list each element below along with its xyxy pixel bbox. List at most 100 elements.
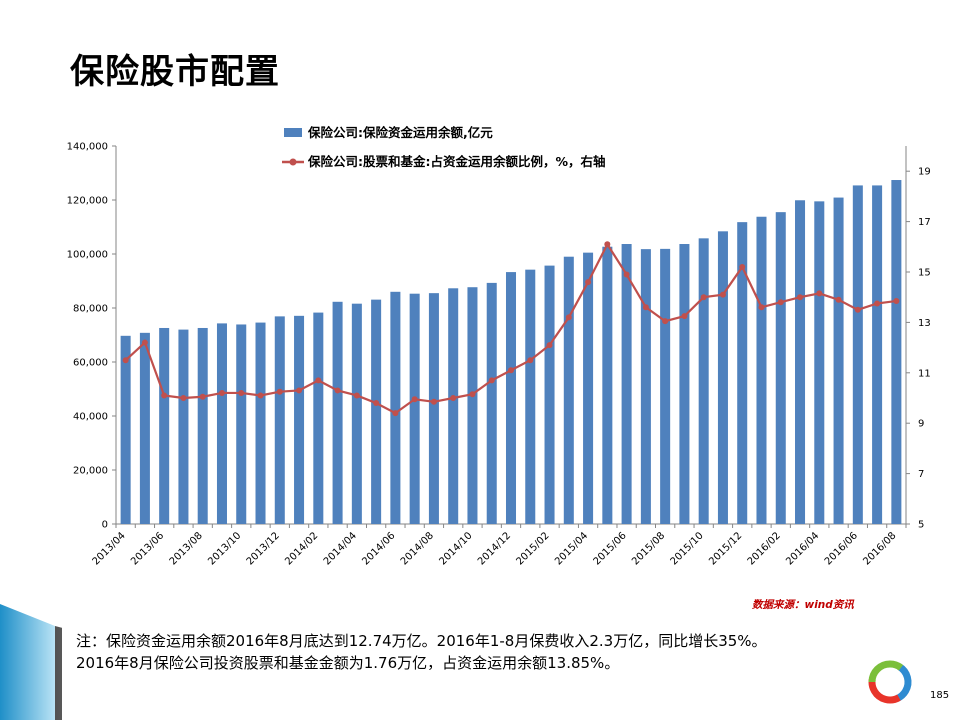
bar — [679, 244, 690, 524]
y-right-tick-label: 19 — [918, 167, 931, 178]
bar — [486, 282, 497, 524]
y-left-tick-label: 60,000 — [73, 358, 108, 369]
x-tick-label: 2016/02 — [746, 530, 783, 567]
line-point — [276, 388, 283, 395]
line-point — [161, 392, 168, 399]
line-point — [816, 290, 823, 297]
bar — [313, 312, 324, 524]
line-point — [546, 342, 553, 349]
line-point — [315, 377, 322, 384]
line-point — [700, 294, 707, 301]
page-number: 185 — [930, 690, 950, 701]
bar — [505, 272, 517, 524]
line-point — [893, 297, 900, 304]
page-title: 保险股市配置 — [70, 52, 280, 92]
note-line-1: 注：保险资金运用余额2016年8月底达到12.74万亿。2016年1-8月保费收… — [76, 632, 767, 650]
bar — [756, 216, 767, 525]
y-left-tick-label: 40,000 — [73, 412, 108, 423]
x-tick-label: 2015/08 — [630, 530, 667, 567]
bar — [351, 303, 362, 524]
bar — [660, 248, 671, 524]
x-tick-label: 2014/08 — [399, 530, 436, 567]
note-background — [62, 624, 832, 720]
x-tick-label: 2016/08 — [861, 530, 898, 567]
line-point — [777, 299, 784, 306]
legend-bar-label: 保险公司:保险资金运用余额,亿元 — [307, 125, 493, 140]
bar — [274, 316, 285, 524]
line-point — [739, 263, 746, 270]
x-tick-label: 2013/04 — [91, 530, 128, 567]
x-tick-label: 2016/04 — [784, 530, 821, 567]
bar — [409, 293, 420, 524]
bar — [390, 291, 401, 524]
line-point — [681, 313, 688, 320]
bar — [139, 332, 150, 524]
x-tick-label: 2016/06 — [823, 530, 860, 567]
bar — [737, 222, 748, 524]
x-tick-label: 2014/04 — [322, 530, 359, 567]
bar — [775, 212, 786, 524]
line-point — [758, 304, 765, 311]
bar-series — [120, 180, 902, 525]
bar — [640, 249, 651, 524]
company-logo — [868, 660, 912, 704]
bar — [872, 185, 883, 525]
line-point — [508, 367, 514, 374]
bar — [563, 256, 574, 524]
bar — [544, 265, 555, 524]
y-right-tick-label: 5 — [918, 520, 924, 531]
line-point — [874, 300, 881, 307]
bar — [602, 246, 613, 524]
bar — [332, 301, 343, 524]
line-point — [392, 410, 399, 417]
bar — [795, 200, 806, 524]
y-right-tick-label: 9 — [918, 419, 924, 430]
line-point — [469, 391, 476, 398]
note-line-2: 2016年8月保险公司投资股票和基金金额为1.76万亿，占资金运用余额13.85… — [76, 654, 620, 672]
chart-legend: 保险公司:保险资金运用余额,亿元 保险公司:股票和基金:占资金运用余额比例，%，… — [282, 125, 606, 169]
bar — [814, 201, 825, 524]
bar — [294, 315, 305, 524]
bar — [467, 287, 478, 524]
bar — [448, 288, 459, 524]
bar — [525, 269, 536, 524]
y-left-tick-label: 20,000 — [73, 466, 108, 477]
legend-line-marker — [289, 158, 297, 166]
bar — [371, 299, 382, 524]
y-right-tick-label: 11 — [918, 368, 931, 379]
line-point — [430, 398, 437, 405]
line-point — [373, 400, 380, 407]
y-left-tick-label: 80,000 — [73, 304, 108, 315]
x-tick-label: 2015/06 — [592, 530, 629, 567]
bar — [833, 197, 844, 524]
x-tick-label: 2015/12 — [707, 530, 744, 567]
x-tick-label: 2015/04 — [553, 530, 590, 567]
bar — [159, 327, 170, 524]
line-point — [411, 396, 418, 403]
bar — [255, 322, 266, 524]
data-source: 数据来源：wind资讯 — [752, 599, 854, 611]
y-right-tick-label: 13 — [918, 318, 931, 329]
y-left-tick-label: 0 — [102, 520, 108, 531]
line-point — [296, 387, 303, 394]
x-tick-label: 2013/12 — [245, 530, 282, 567]
line-point — [180, 395, 187, 401]
line-point — [238, 389, 245, 396]
line-point — [662, 318, 669, 325]
x-tick-label: 2015/10 — [669, 530, 706, 567]
decoration-teal-wedge — [0, 604, 55, 720]
chart: 保险公司:保险资金运用余额,亿元 保险公司:股票和基金:占资金运用余额比例，%，… — [67, 125, 931, 567]
line-point — [488, 377, 495, 384]
line-point — [257, 392, 264, 399]
line-point — [218, 389, 225, 396]
y-right-tick-label: 17 — [918, 217, 931, 228]
bar — [698, 238, 709, 524]
line-point — [122, 357, 129, 364]
bar — [621, 244, 632, 524]
y-left-tick-label: 100,000 — [67, 250, 108, 261]
line-point — [642, 304, 649, 311]
y-left-tick-label: 140,000 — [67, 142, 108, 153]
x-tick-label: 2013/10 — [206, 530, 243, 567]
bar — [216, 323, 227, 524]
